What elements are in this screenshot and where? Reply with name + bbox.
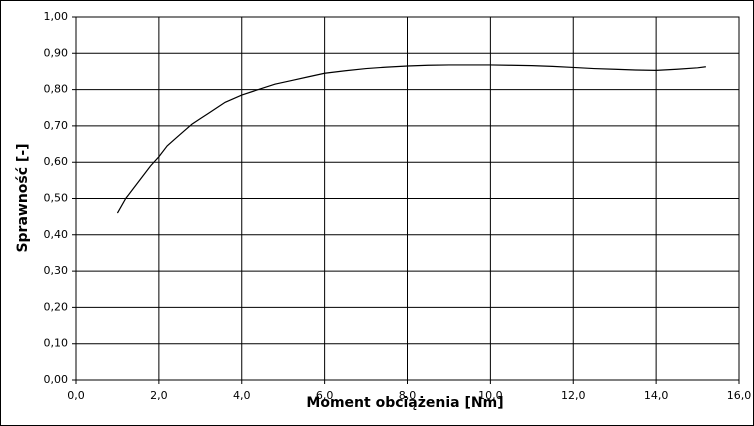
x-tick-label: 2,0 <box>150 389 168 402</box>
y-tick-label: 0,30 <box>44 264 69 277</box>
y-tick-label: 0,70 <box>44 119 69 132</box>
data-line <box>116 64 706 214</box>
x-tick-label: 10,0 <box>478 389 503 402</box>
y-tick-label: 0,40 <box>44 228 69 241</box>
y-tick-label: 0,60 <box>44 155 69 168</box>
y-tick-label: 0,10 <box>44 337 69 350</box>
y-axis-title: Sprawność [-] <box>15 143 31 252</box>
x-tick-label: 4,0 <box>233 389 251 402</box>
y-tick-label: 0,90 <box>44 46 69 59</box>
y-tick-label: 0,20 <box>44 300 69 313</box>
x-tick-label: 16,0 <box>727 389 752 402</box>
x-tick-label: 14,0 <box>644 389 669 402</box>
x-tick-label: 12,0 <box>561 389 586 402</box>
x-tick-label: 8,0 <box>399 389 417 402</box>
y-tick-label: 1,00 <box>44 10 69 23</box>
y-tick-label: 0,50 <box>44 192 69 205</box>
y-tick-label: 0,80 <box>44 83 69 96</box>
x-tick-label: 6,0 <box>316 389 334 402</box>
x-tick-label: 0,0 <box>67 389 85 402</box>
y-tick-label: 0,00 <box>44 373 69 386</box>
x-axis-title: Moment obciążenia [Nm] <box>306 395 503 411</box>
